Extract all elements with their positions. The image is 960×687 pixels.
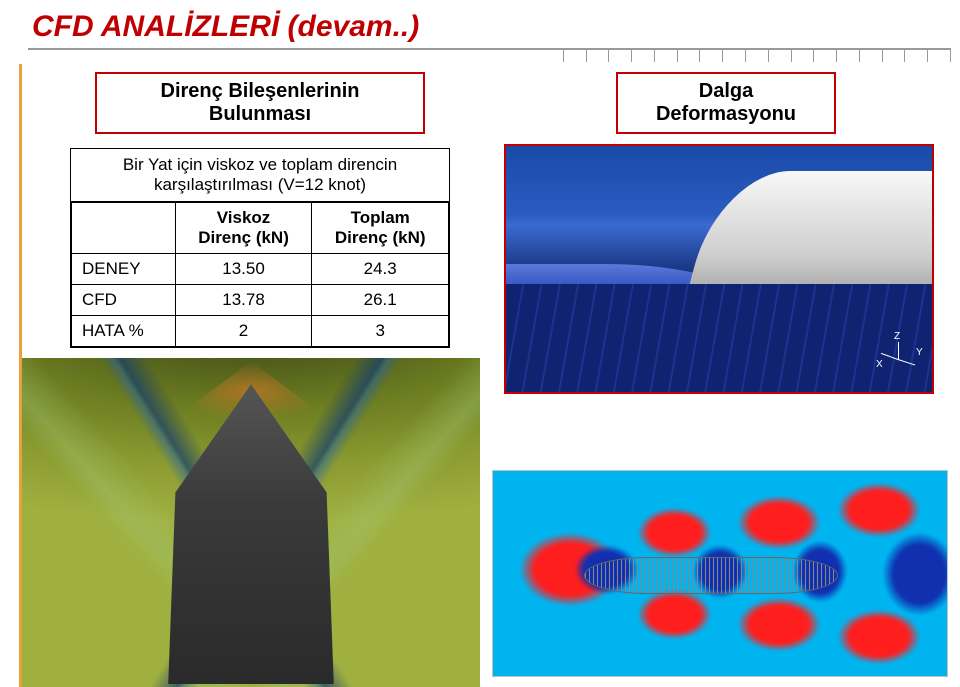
ruler-tick xyxy=(654,48,655,62)
bow-wake-render xyxy=(22,358,480,687)
cell-total: 24.3 xyxy=(312,254,449,285)
caption-line-1: Bir Yat için viskoz ve toplam direncin xyxy=(123,155,397,174)
ruler-tick xyxy=(699,48,700,62)
contour-lobe xyxy=(738,496,820,549)
col-viscous-l2: Direnç (kN) xyxy=(198,228,289,247)
axis-y-label: Y xyxy=(916,347,923,358)
contour-lobe xyxy=(838,483,920,536)
caption-line-2: karşılaştırılması (V=12 knot) xyxy=(154,175,366,194)
ruler-tick xyxy=(586,48,587,62)
col-viscous: Viskoz Direnç (kN) xyxy=(175,203,312,254)
wave-elevation-contour xyxy=(492,470,948,677)
contour-lobe xyxy=(638,508,711,557)
water-surface-mesh xyxy=(506,284,932,392)
table-row: HATA %23 xyxy=(72,316,449,347)
top-row: Direnç Bileşenlerinin Bulunması Bir Yat … xyxy=(40,72,948,394)
ruler-tick xyxy=(677,48,678,62)
col-blank xyxy=(72,203,176,254)
ruler-tick xyxy=(836,48,837,62)
ruler-tick xyxy=(904,48,905,62)
ruler-tick xyxy=(768,48,769,62)
row-label: CFD xyxy=(72,285,176,316)
page-title: CFD ANALİZLERİ (devam..) xyxy=(0,0,960,50)
axis-x-label: X xyxy=(876,359,883,370)
left-column: Direnç Bileşenlerinin Bulunması Bir Yat … xyxy=(40,72,480,394)
axes-triad-icon: Z Y X xyxy=(878,340,918,380)
cell-viscous: 13.78 xyxy=(175,285,312,316)
contour-lobe xyxy=(738,598,820,651)
left-accent-bar xyxy=(0,64,22,687)
box-wave-deform: Dalga Deformasyonu xyxy=(616,72,836,134)
cell-viscous: 13.50 xyxy=(175,254,312,285)
ruler-tick xyxy=(859,48,860,62)
ruler-tick xyxy=(950,48,951,62)
col-total-l2: Direnç (kN) xyxy=(335,228,426,247)
data-table: Viskoz Direnç (kN) Toplam Direnç (kN) DE… xyxy=(71,202,449,347)
ship-waterline-outline xyxy=(584,557,838,594)
ruler-tick xyxy=(722,48,723,62)
contour-lobe xyxy=(838,610,920,663)
ruler-tick xyxy=(813,48,814,62)
ruler-tick xyxy=(791,48,792,62)
ruler-tick xyxy=(882,48,883,62)
table-caption: Bir Yat için viskoz ve toplam direncin k… xyxy=(71,149,449,202)
table-row: DENEY13.5024.3 xyxy=(72,254,449,285)
col-total-l1: Toplam xyxy=(351,208,410,227)
wave-deformation-render: Z Y X xyxy=(504,144,934,394)
col-total: Toplam Direnç (kN) xyxy=(312,203,449,254)
row-label: HATA % xyxy=(72,316,176,347)
col-viscous-l1: Viskoz xyxy=(217,208,271,227)
ruler-tick xyxy=(608,48,609,62)
comparison-table: Bir Yat için viskoz ve toplam direncin k… xyxy=(70,148,450,348)
table-row: CFD13.7826.1 xyxy=(72,285,449,316)
cell-total: 26.1 xyxy=(312,285,449,316)
ruler-tick xyxy=(745,48,746,62)
cell-total: 3 xyxy=(312,316,449,347)
contour-lobe xyxy=(638,590,711,639)
ruler-tick xyxy=(927,48,928,62)
ruler xyxy=(28,48,950,66)
row-label: DENEY xyxy=(72,254,176,285)
ruler-tick xyxy=(631,48,632,62)
cell-viscous: 2 xyxy=(175,316,312,347)
contour-lobe xyxy=(883,533,948,615)
axis-z-label: Z xyxy=(894,331,900,342)
box-drag-components: Direnç Bileşenlerinin Bulunması xyxy=(95,72,425,134)
ruler-tick xyxy=(563,48,564,62)
right-column: Dalga Deformasyonu Z Y X xyxy=(504,72,948,394)
